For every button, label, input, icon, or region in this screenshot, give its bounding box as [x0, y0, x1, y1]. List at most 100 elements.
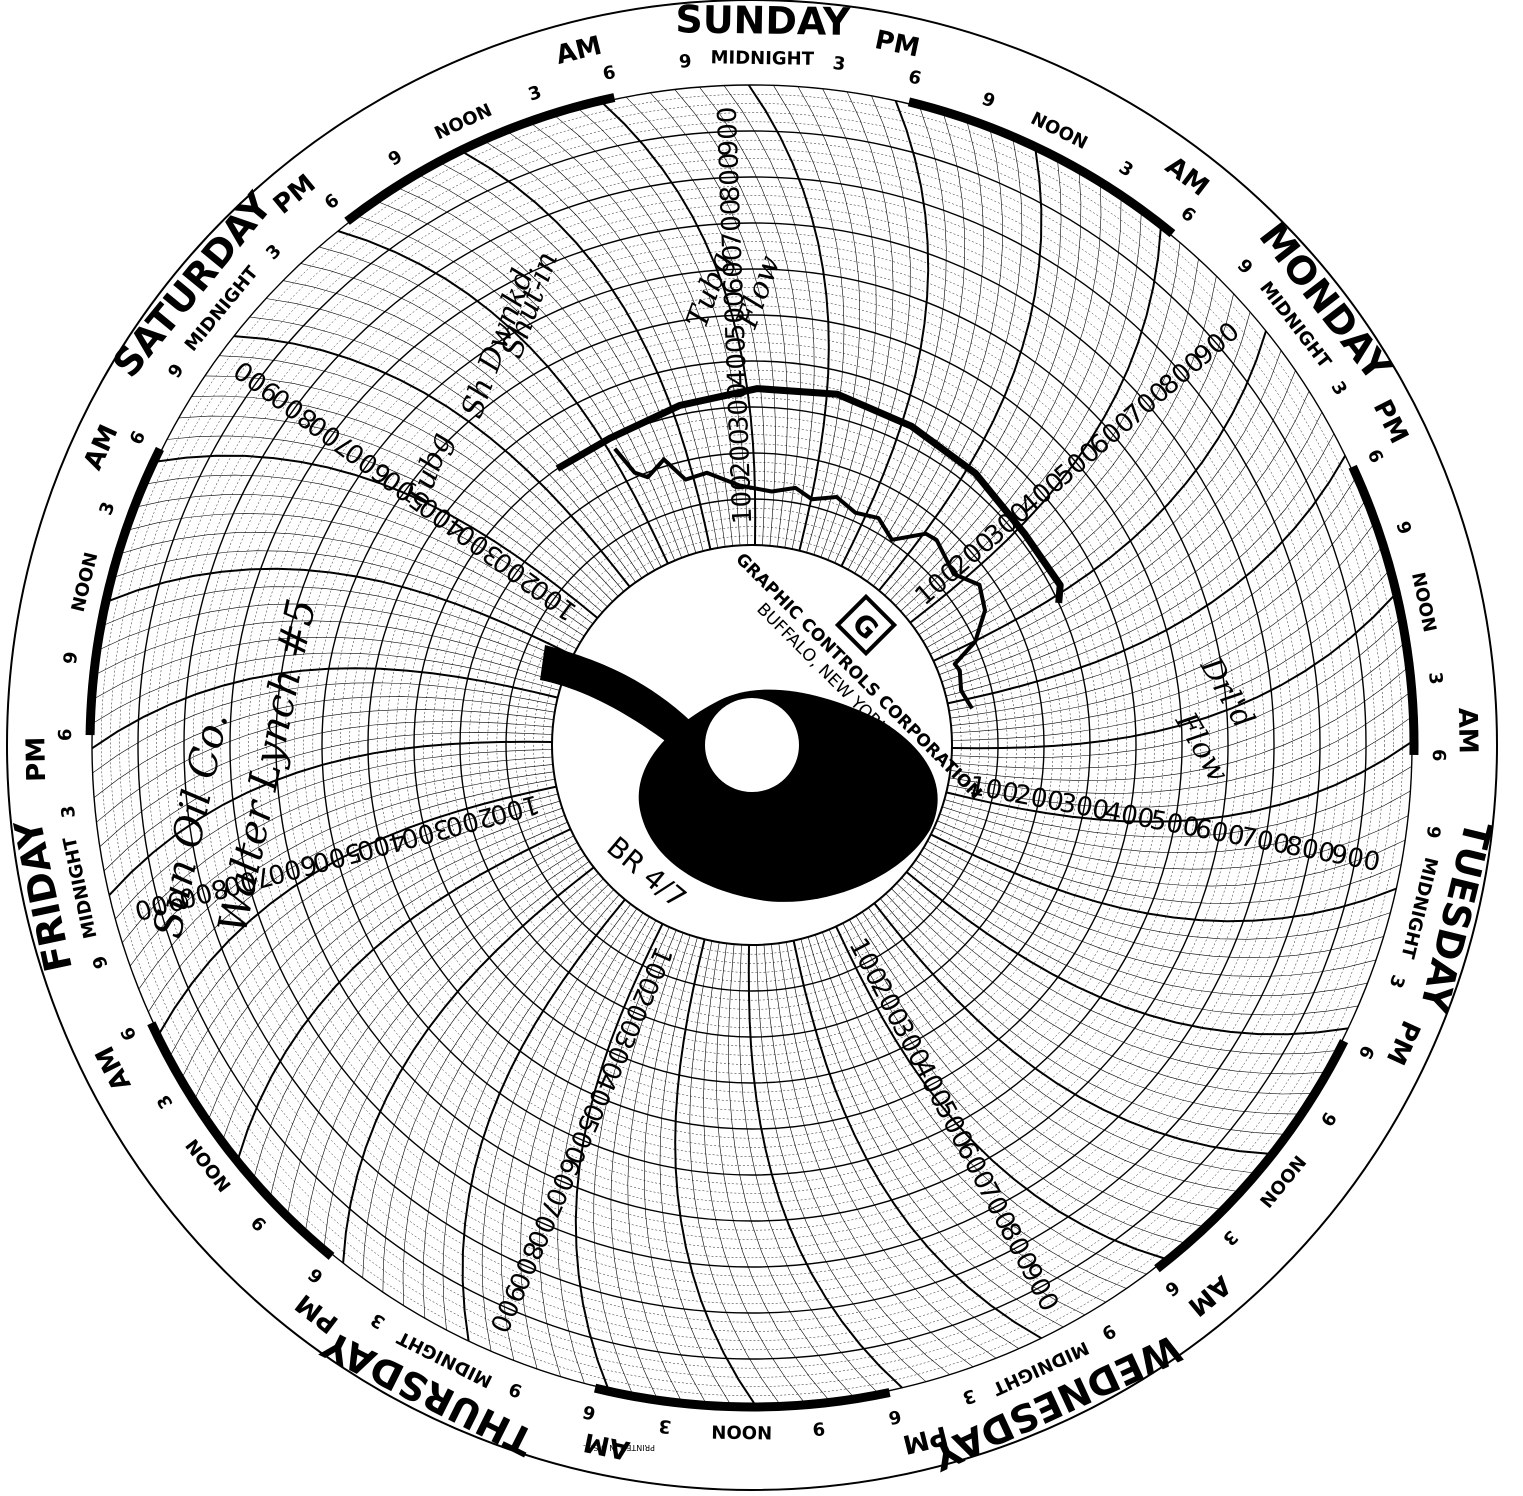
- time-line: [866, 129, 1003, 582]
- scale-value: 400: [721, 336, 753, 387]
- time-line: [847, 106, 947, 570]
- time-line: [814, 934, 1107, 1303]
- ampm-mark: AM: [1452, 707, 1483, 754]
- time-line: [854, 113, 966, 574]
- time-line: [939, 370, 1296, 675]
- time-line: [797, 86, 860, 555]
- grid-ring: [330, 323, 1174, 1167]
- grid-ring: [321, 314, 1183, 1176]
- time-line: [905, 871, 1349, 1036]
- ink-smear: [540, 645, 700, 760]
- time-line: [699, 86, 801, 548]
- ampm-mark: PM: [21, 737, 52, 783]
- grid-ring: [294, 287, 1210, 1203]
- time-line: [166, 435, 603, 613]
- grid-ring: [395, 388, 1109, 1102]
- time-mark: 9: [1422, 825, 1444, 840]
- grid-ring: [137, 130, 1367, 1360]
- time-line: [442, 894, 620, 1331]
- time-line: [951, 547, 1382, 734]
- time-line: [689, 940, 781, 1405]
- grid-ring: [100, 93, 1404, 1397]
- center-hole: [703, 696, 801, 794]
- printed-in-usa: PRINTED IN U.S.A.: [583, 1443, 655, 1452]
- time-line: [822, 932, 1127, 1289]
- time-line: [92, 682, 557, 774]
- grid-ring: [266, 259, 1238, 1231]
- time-line: [530, 122, 733, 546]
- time-line: [927, 840, 1391, 940]
- time-line: [905, 211, 1142, 618]
- time-mark: 6: [1428, 749, 1449, 762]
- grid-ring: [349, 342, 1155, 1148]
- time-line: [122, 756, 553, 943]
- grid-ring: [202, 195, 1302, 1295]
- time-line: [178, 415, 608, 608]
- time-line: [507, 131, 726, 547]
- time-line: [103, 732, 553, 872]
- time-line: [300, 263, 655, 571]
- grid-ring: [404, 397, 1100, 1093]
- time-line: [951, 570, 1389, 741]
- grid-ring: [533, 526, 971, 964]
- grid-ring: [386, 379, 1118, 1111]
- grid-ring: [542, 535, 962, 955]
- time-line: [936, 350, 1282, 669]
- time-line: [520, 912, 644, 1370]
- time-line: [574, 923, 664, 1390]
- time-line: [820, 88, 877, 558]
- time-mark: 3: [657, 1415, 672, 1437]
- time-line: [601, 101, 757, 546]
- time-line: [625, 96, 765, 546]
- time-line: [861, 911, 1239, 1192]
- grid-ring: [257, 250, 1247, 1240]
- time-line: [169, 793, 559, 1057]
- night-bar: [1348, 464, 1419, 755]
- time-line: [950, 500, 1366, 719]
- time-line: [323, 861, 590, 1248]
- time-line: [342, 866, 595, 1264]
- grid-ring: [312, 305, 1192, 1185]
- day-name: SUNDAY: [675, 0, 851, 44]
- night-bar: [593, 1383, 891, 1412]
- time-line: [900, 197, 1122, 612]
- time-mark: 3: [58, 804, 80, 819]
- time-line: [481, 903, 632, 1352]
- time-line: [948, 477, 1356, 712]
- time-line: [93, 637, 562, 700]
- time-line: [878, 148, 1043, 592]
- time-line: [945, 433, 1335, 697]
- time-line: [107, 567, 574, 657]
- grid-ring: [422, 415, 1082, 1075]
- time-line: [739, 944, 879, 1394]
- time-line: [756, 944, 927, 1382]
- time-line: [930, 833, 1397, 923]
- time-mark: 9: [60, 650, 82, 665]
- time-line: [778, 943, 997, 1359]
- time-line: [253, 835, 574, 1179]
- time-line: [138, 771, 554, 990]
- grid-ring: [303, 296, 1201, 1194]
- time-line: [129, 764, 553, 967]
- time-line: [849, 919, 1204, 1227]
- time-line: [148, 778, 556, 1013]
- time-line: [265, 298, 643, 579]
- night-bar: [85, 446, 164, 736]
- time-line: [950, 667, 1408, 781]
- time-line: [461, 898, 626, 1342]
- time-line: [933, 827, 1402, 904]
- time-line: [840, 100, 930, 567]
- grid-ring: [487, 480, 1017, 1010]
- time-line: [402, 884, 609, 1306]
- time-line: [891, 888, 1313, 1095]
- time-line: [397, 187, 690, 556]
- time-line: [422, 889, 615, 1319]
- time-line: [95, 620, 565, 677]
- grid-ring: [413, 406, 1091, 1084]
- time-line: [771, 944, 974, 1368]
- time-line: [237, 828, 571, 1160]
- time-line: [674, 89, 788, 547]
- pen-trace-line-heavy: [555, 385, 1064, 604]
- time-line: [792, 940, 1042, 1340]
